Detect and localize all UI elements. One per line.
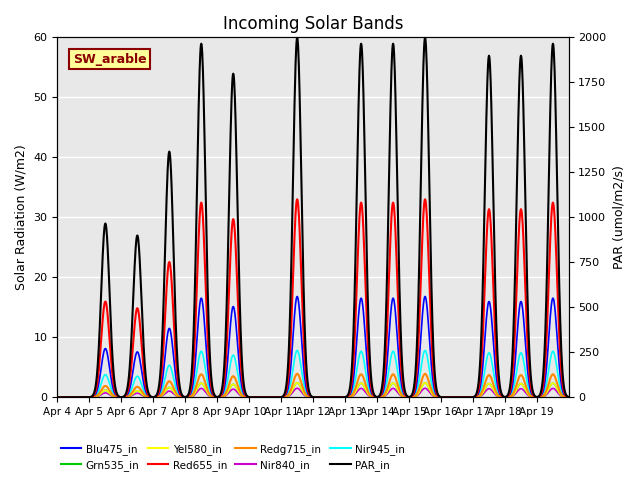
Line: Nir945_in: Nir945_in	[58, 350, 568, 397]
Nir945_in	[293, 348, 301, 353]
Grn535_in	[300, 390, 307, 396]
Nir945_in	[134, 373, 141, 379]
PAR_in	[134, 233, 141, 239]
Red655_in	[433, 392, 441, 398]
Red655_in	[290, 260, 298, 266]
Grn535_in	[433, 394, 441, 400]
Blu475_in	[559, 386, 566, 392]
Blu475_in	[433, 393, 441, 399]
Grn535_in	[564, 395, 572, 400]
Yel580_in	[433, 394, 441, 400]
Redg715_in	[508, 392, 516, 397]
Nir840_in	[508, 394, 516, 399]
Red655_in	[508, 373, 516, 379]
PAR_in	[293, 35, 301, 41]
Line: Yel580_in: Yel580_in	[58, 383, 568, 397]
Nir840_in	[54, 395, 61, 400]
Blu475_in	[290, 326, 298, 332]
Nir840_in	[559, 394, 566, 399]
Red655_in	[300, 332, 307, 338]
Blu475_in	[293, 294, 301, 300]
Red655_in	[559, 379, 566, 384]
Blu475_in	[54, 395, 61, 400]
Yel580_in	[564, 395, 572, 400]
Redg715_in	[300, 387, 307, 393]
Blu475_in	[508, 384, 516, 389]
Nir945_in	[290, 363, 298, 369]
Yel580_in	[293, 380, 301, 386]
Redg715_in	[290, 379, 298, 384]
PAR_in	[508, 355, 516, 361]
Yel580_in	[134, 388, 141, 394]
Yel580_in	[508, 393, 516, 398]
Grn535_in	[508, 393, 516, 398]
Yel580_in	[559, 393, 566, 399]
Grn535_in	[134, 388, 141, 394]
Nir945_in	[564, 395, 572, 400]
Text: SW_arable: SW_arable	[73, 52, 147, 66]
Redg715_in	[54, 395, 61, 400]
Grn535_in	[54, 395, 61, 400]
PAR_in	[290, 151, 298, 156]
PAR_in	[559, 366, 566, 372]
Yel580_in	[300, 390, 307, 396]
Red655_in	[293, 196, 301, 202]
Yel580_in	[290, 384, 298, 390]
Red655_in	[54, 395, 61, 400]
Red655_in	[564, 394, 572, 400]
Line: Nir840_in: Nir840_in	[58, 388, 568, 397]
Nir945_in	[433, 394, 441, 399]
PAR_in	[54, 395, 61, 400]
Nir945_in	[559, 391, 566, 396]
PAR_in	[300, 282, 307, 288]
Legend: Blu475_in, Grn535_in, Yel580_in, Red655_in, Redg715_in, Nir840_in, Nir945_in, PA: Blu475_in, Grn535_in, Yel580_in, Red655_…	[56, 439, 409, 475]
Red655_in	[134, 305, 141, 311]
Redg715_in	[293, 371, 301, 377]
Redg715_in	[433, 394, 441, 400]
Nir945_in	[300, 380, 307, 385]
Line: Blu475_in: Blu475_in	[58, 297, 568, 397]
Y-axis label: Solar Radiation (W/m2): Solar Radiation (W/m2)	[15, 144, 28, 290]
Nir945_in	[54, 395, 61, 400]
PAR_in	[433, 390, 441, 396]
Blu475_in	[134, 349, 141, 355]
Nir840_in	[564, 395, 572, 400]
PAR_in	[564, 394, 572, 400]
Nir840_in	[433, 394, 441, 400]
Y-axis label: PAR (umol/m2/s): PAR (umol/m2/s)	[612, 166, 625, 269]
Line: Red655_in: Red655_in	[58, 199, 568, 397]
Grn535_in	[559, 393, 566, 399]
Nir840_in	[293, 385, 301, 391]
Yel580_in	[54, 395, 61, 400]
Redg715_in	[559, 393, 566, 398]
Redg715_in	[564, 395, 572, 400]
Nir840_in	[290, 388, 298, 394]
Line: Redg715_in: Redg715_in	[58, 374, 568, 397]
Grn535_in	[293, 380, 301, 386]
Blu475_in	[564, 394, 572, 400]
Blu475_in	[300, 363, 307, 369]
Grn535_in	[290, 384, 298, 390]
Title: Incoming Solar Bands: Incoming Solar Bands	[223, 15, 403, 33]
Line: PAR_in: PAR_in	[58, 38, 568, 397]
Nir945_in	[508, 389, 516, 395]
Line: Grn535_in: Grn535_in	[58, 383, 568, 397]
Nir840_in	[134, 390, 141, 396]
Nir840_in	[300, 392, 307, 397]
Redg715_in	[134, 384, 141, 390]
